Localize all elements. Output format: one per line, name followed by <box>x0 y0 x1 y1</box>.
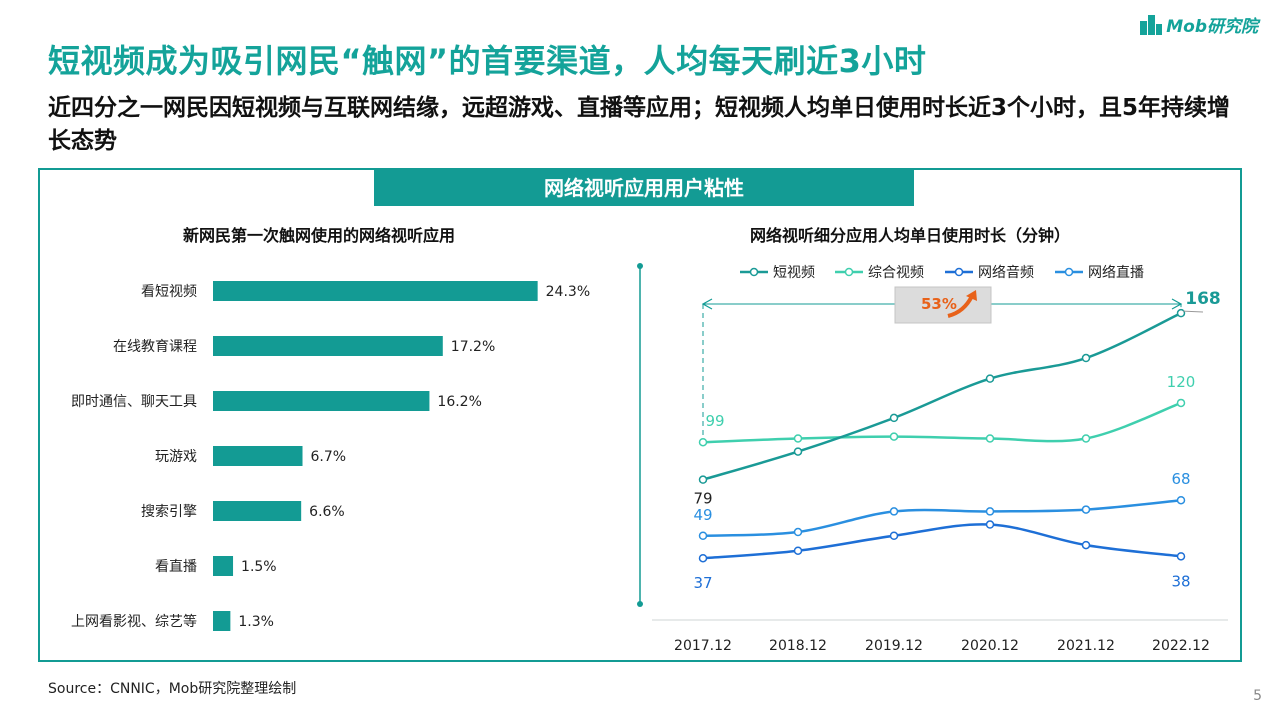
growth-arrow-icon <box>947 295 974 318</box>
bar-category-label: 上网看影视、综艺等 <box>71 613 197 630</box>
data-point <box>889 531 899 541</box>
bar-chart: 看短视频 24.3% 在线教育课程 17.2% 即时通信、聊天工具 16.2% 玩游戏 6.7… <box>71 281 590 631</box>
data-point <box>985 374 995 383</box>
x-tick-label: 2019.12 <box>865 638 923 654</box>
x-tick-label: 2020.12 <box>961 638 1019 654</box>
data-point <box>985 520 995 529</box>
bar-value-label: 1.5% <box>241 559 277 575</box>
data-point <box>793 447 803 456</box>
page-number: 5 <box>1253 688 1262 704</box>
bar-value-label: 17.2% <box>451 339 495 355</box>
growth-arrowhead-icon <box>966 290 977 301</box>
data-label: 99 <box>705 412 724 430</box>
data-point <box>889 413 899 423</box>
data-point <box>889 507 899 516</box>
bar-value-label: 1.3% <box>238 614 274 630</box>
data-point <box>889 432 899 441</box>
data-point <box>698 437 708 447</box>
data-point <box>1081 540 1091 550</box>
data-point <box>793 434 803 443</box>
data-label: 37 <box>693 574 712 592</box>
bar-value-label: 16.2% <box>437 394 481 410</box>
bar-value-label: 6.7% <box>311 449 347 465</box>
axis-bottom-dot <box>637 601 643 607</box>
bar-category-label: 看短视频 <box>141 284 197 300</box>
series-line-audio <box>702 523 1182 560</box>
data-point <box>793 546 803 555</box>
bar <box>213 281 538 301</box>
bar <box>213 391 430 411</box>
panel-header: 网络视听应用用户粘性 <box>374 170 914 206</box>
data-label: 49 <box>693 506 712 524</box>
legend-marker <box>1064 267 1074 277</box>
data-point <box>793 527 803 537</box>
legend-label: 综合视频 <box>868 265 924 281</box>
series-line-short-video <box>702 312 1182 481</box>
data-point <box>698 553 708 563</box>
legend-marker <box>749 267 759 277</box>
growth-badge-label: 53% <box>921 295 957 313</box>
legend-marker <box>954 267 964 277</box>
bar <box>213 556 234 576</box>
series-line-live <box>702 498 1182 538</box>
data-point <box>698 475 708 484</box>
legend-label: 网络直播 <box>1088 264 1144 281</box>
bar-value-label: 6.6% <box>309 504 345 520</box>
data-point <box>1081 353 1091 363</box>
bar-category-label: 看直播 <box>155 558 197 575</box>
bar <box>213 336 443 356</box>
data-label: 38 <box>1171 572 1190 590</box>
bar-category-label: 在线教育课程 <box>113 339 197 355</box>
bar <box>213 501 302 521</box>
data-label: 79 <box>693 490 712 508</box>
brand-logo: Mob研究院 <box>1140 12 1258 37</box>
data-point <box>1176 398 1186 408</box>
line-chart: 2017.12 2018.12 2019.12 2020.12 2021.12 2022.… <box>637 263 1228 654</box>
x-tick-label: 2021.12 <box>1057 638 1115 654</box>
source-note: Source：CNNIC，Mob研究院整理绘制 <box>48 681 297 697</box>
data-point <box>1081 434 1091 443</box>
logo-text: Mob研究院 <box>1166 17 1258 37</box>
bracket-arrow-left <box>701 298 713 310</box>
x-tick-label: 2017.12 <box>674 638 732 654</box>
label-leader-line <box>1182 310 1204 313</box>
bar <box>213 446 303 466</box>
axis-top-dot <box>637 263 643 269</box>
data-point <box>698 531 708 541</box>
building-icon <box>1140 14 1163 35</box>
chart-panel <box>38 168 1242 662</box>
data-label: 68 <box>1171 470 1190 488</box>
x-tick-label: 2018.12 <box>769 638 827 654</box>
series-line-comprehensive-video <box>702 401 1182 444</box>
data-point <box>1176 552 1186 561</box>
data-label: 120 <box>1167 373 1196 391</box>
data-point <box>1176 495 1186 505</box>
legend-label: 网络音频 <box>978 264 1034 281</box>
data-point <box>1081 505 1091 514</box>
data-point <box>985 507 995 516</box>
bar-category-label: 玩游戏 <box>155 449 197 465</box>
data-label: 168 <box>1185 289 1221 309</box>
data-point <box>985 434 995 443</box>
page-subtitle: 近四分之一网民因短视频与互联网结缘，远超游戏、直播等应用；短视频人均单日使用时长… <box>48 95 1231 154</box>
bar-value-label: 24.3% <box>546 284 590 300</box>
x-tick-label: 2022.12 <box>1152 638 1210 654</box>
bar <box>213 611 231 631</box>
bar-chart-title: 新网民第一次触网使用的网络视听应用 <box>183 226 456 245</box>
legend-marker <box>844 267 854 277</box>
page-title: 短视频成为吸引网民“触网”的首要渠道，人均每天刷近3小时 <box>48 42 927 80</box>
bar-category-label: 即时通信、聊天工具 <box>71 394 197 410</box>
line-chart-title: 网络视听细分应用人均单日使用时长（分钟） <box>750 226 1071 245</box>
data-point <box>1176 308 1186 318</box>
bar-category-label: 搜索引擎 <box>141 503 197 520</box>
legend-label: 短视频 <box>773 265 815 281</box>
